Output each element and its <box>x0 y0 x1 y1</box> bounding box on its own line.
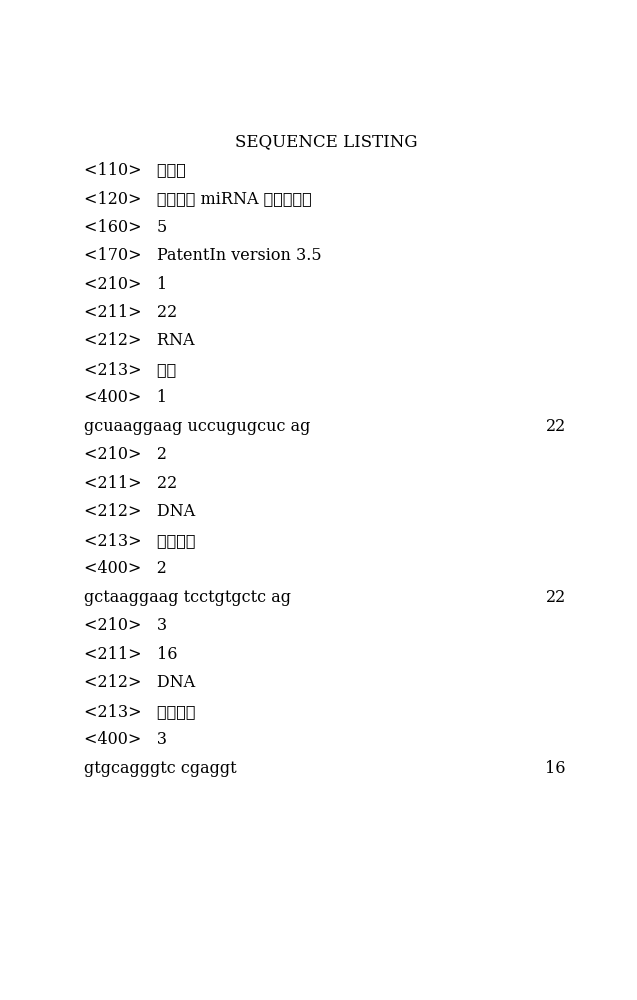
Text: <400>   1: <400> 1 <box>83 389 166 406</box>
Text: 16: 16 <box>545 760 566 777</box>
Text: 22: 22 <box>546 589 566 606</box>
Text: SEQUENCE LISTING: SEQUENCE LISTING <box>235 133 418 150</box>
Text: <210>   2: <210> 2 <box>83 446 166 463</box>
Text: <211>   16: <211> 16 <box>83 646 177 663</box>
Text: <213>   人工序列: <213> 人工序列 <box>83 703 195 720</box>
Text: <210>   1: <210> 1 <box>83 276 167 293</box>
Text: gctaaggaag tcctgtgctc ag: gctaaggaag tcctgtgctc ag <box>83 589 290 606</box>
Text: <213>   人工序列: <213> 人工序列 <box>83 532 195 549</box>
Text: <212>   DNA: <212> DNA <box>83 674 195 691</box>
Text: <120>   骨肉瘀的 miRNA 诊断标志物: <120> 骨肉瘀的 miRNA 诊断标志物 <box>83 190 311 207</box>
Text: <211>   22: <211> 22 <box>83 475 177 492</box>
Text: gtgcagggtc cgaggt: gtgcagggtc cgaggt <box>83 760 236 777</box>
Text: <170>   PatentIn version 3.5: <170> PatentIn version 3.5 <box>83 247 321 264</box>
Text: gcuaaggaag uccugugcuc ag: gcuaaggaag uccugugcuc ag <box>83 418 310 435</box>
Text: <212>   DNA: <212> DNA <box>83 503 195 520</box>
Text: <160>   5: <160> 5 <box>83 219 167 236</box>
Text: <210>   3: <210> 3 <box>83 617 167 634</box>
Text: <211>   22: <211> 22 <box>83 304 177 321</box>
Text: <110>   杨祜璋: <110> 杨祜璋 <box>83 162 185 179</box>
Text: <400>   2: <400> 2 <box>83 560 166 577</box>
Text: 22: 22 <box>546 418 566 435</box>
Text: <213>   人源: <213> 人源 <box>83 361 176 378</box>
Text: <212>   RNA: <212> RNA <box>83 332 194 349</box>
Text: <400>   3: <400> 3 <box>83 731 166 748</box>
